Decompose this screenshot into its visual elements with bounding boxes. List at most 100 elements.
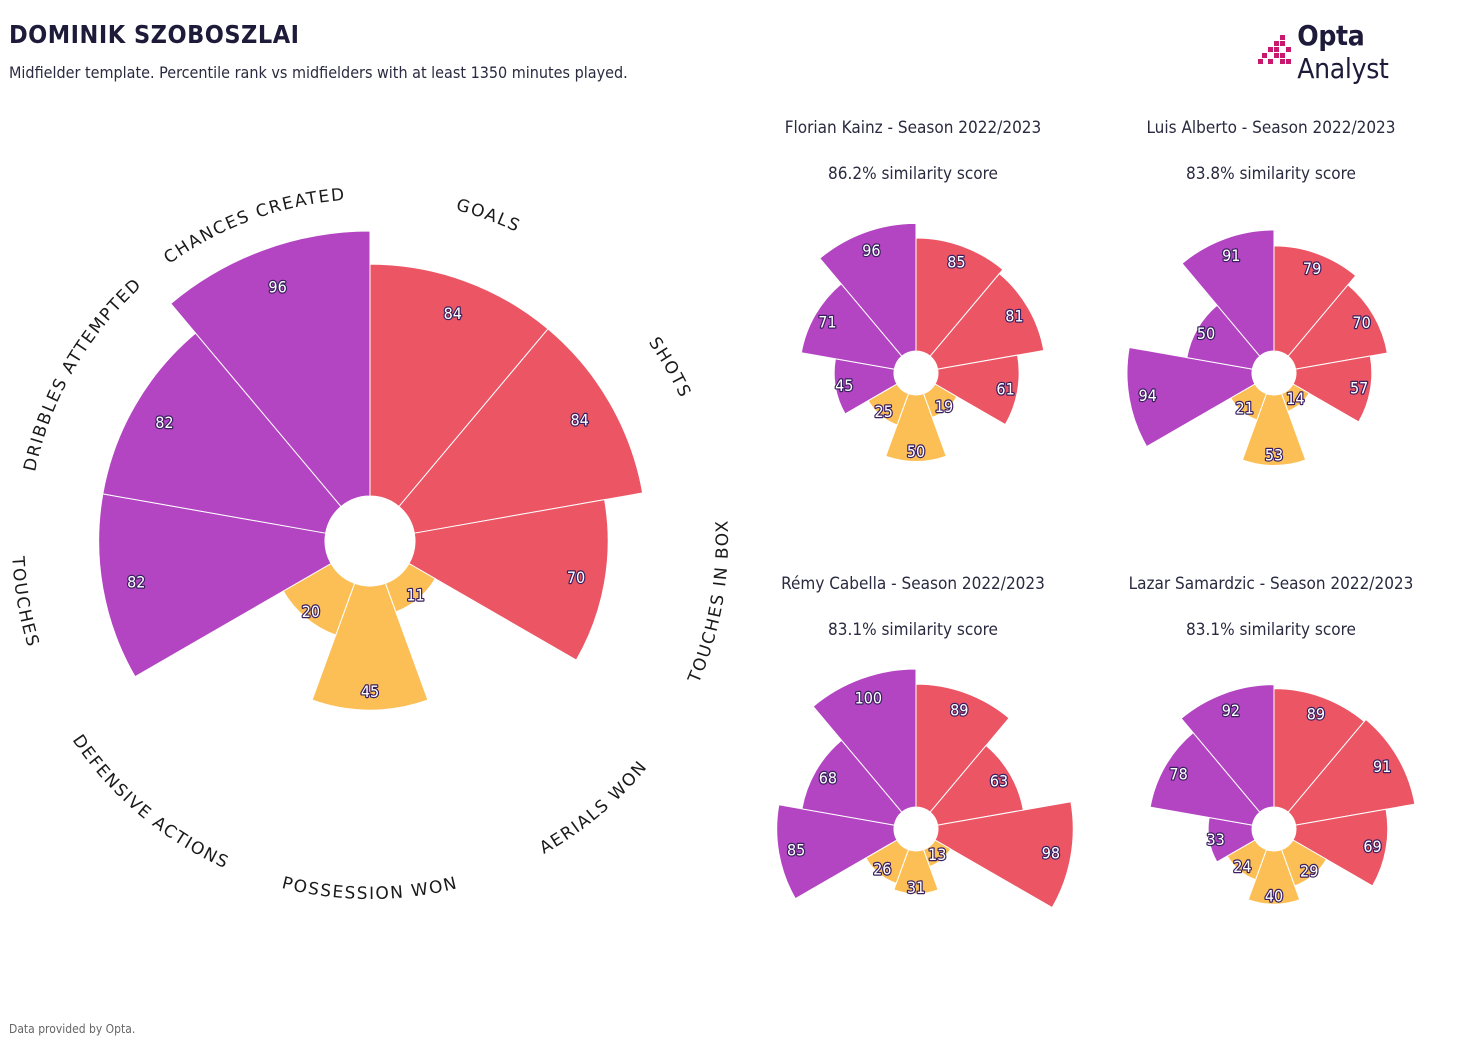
logo-wordmark: Opta Analyst <box>1297 19 1460 85</box>
bar-defensive-actions <box>865 839 910 885</box>
bar-dribbles-attempted <box>801 739 903 826</box>
page-title: DOMINIK SZOBOSZLAI <box>9 20 300 49</box>
bar-defensive-actions <box>1226 839 1268 881</box>
bar-touches-in-box <box>934 354 1020 426</box>
value-label: 96 <box>268 278 286 297</box>
value-label: 85 <box>787 841 805 860</box>
category-label-aerials-won: AERIALS WON <box>536 757 652 859</box>
similarity-score: 86.2% similarity score <box>828 164 998 184</box>
value-label: 81 <box>1005 307 1023 326</box>
value-label: 70 <box>1352 313 1370 332</box>
logo-brand-light: Analyst <box>1297 52 1389 85</box>
bar-possession-won <box>1241 393 1307 466</box>
bar-defensive-actions <box>867 383 910 426</box>
bar-chances-created <box>170 230 371 508</box>
similarity-score: 83.1% similarity score <box>828 620 998 640</box>
bar-goals <box>1273 688 1365 813</box>
value-label: 29 <box>1300 861 1318 880</box>
value-label: 57 <box>1350 379 1368 398</box>
bar-touches-in-box <box>934 801 1074 909</box>
bar-possession-won <box>885 393 947 462</box>
value-label: 45 <box>835 376 853 395</box>
bar-touches <box>98 493 332 678</box>
bar-goals <box>1273 245 1357 357</box>
bar-dribbles-attempted <box>1149 731 1261 826</box>
bar-possession-won <box>311 582 429 711</box>
value-label: 84 <box>570 410 588 429</box>
value-label: 53 <box>1265 445 1283 464</box>
bar-shots <box>398 328 644 534</box>
bar-shots <box>929 272 1045 370</box>
bar-shots <box>929 744 1024 826</box>
bar-shots <box>1287 284 1388 370</box>
bar-shots <box>1287 718 1416 826</box>
value-label: 63 <box>990 772 1008 791</box>
bar-goals <box>915 237 1004 357</box>
value-label: 24 <box>1233 857 1251 876</box>
page-subtitle: Midfielder template. Percentile rank vs … <box>9 63 628 82</box>
similarity-score: 83.1% similarity score <box>1186 620 1356 640</box>
comparison-player-title: Rémy Cabella - Season 2022/2023 <box>781 574 1045 594</box>
bar-dribbles-attempted <box>102 332 342 534</box>
value-label: 89 <box>1307 704 1325 723</box>
bar-goals <box>369 263 549 508</box>
value-label: 85 <box>947 253 965 272</box>
bar-touches <box>833 358 898 415</box>
bar-goals <box>915 683 1010 813</box>
category-label-possession-won: POSSESSION WON <box>280 873 460 904</box>
value-label: 25 <box>875 402 893 421</box>
polar-chart-0: 84 84 70 11 45 20 82 82 96 <box>98 230 644 711</box>
category-label-touches-in-box: TOUCHES IN BOX <box>684 519 733 687</box>
polar-chart-2: 79 70 57 14 53 21 94 50 91 <box>1126 229 1388 466</box>
value-label: 84 <box>444 304 462 323</box>
value-label: 20 <box>302 602 320 621</box>
logo-brand-bold: Opta <box>1297 19 1365 52</box>
bar-defensive-actions <box>282 562 356 636</box>
value-label: 71 <box>818 312 836 331</box>
value-label: 19 <box>935 397 953 416</box>
bar-chances-created <box>819 222 917 357</box>
value-label: 89 <box>950 701 968 720</box>
value-label: 31 <box>907 878 925 897</box>
bar-chances-created <box>1180 684 1275 813</box>
category-label-shots: SHOTS <box>644 334 695 402</box>
value-label: 82 <box>127 573 145 592</box>
value-label: 82 <box>155 413 173 432</box>
value-label: 14 <box>1286 389 1304 408</box>
value-label: 50 <box>1197 324 1215 343</box>
bar-touches-in-box <box>408 499 609 661</box>
bar-touches <box>1207 816 1256 863</box>
value-label: 50 <box>907 442 925 461</box>
bar-dribbles-attempted <box>1186 304 1261 370</box>
bar-chances-created <box>812 668 917 813</box>
comparison-player-title: Luis Alberto - Season 2022/2023 <box>1146 118 1395 138</box>
value-label: 94 <box>1139 386 1157 405</box>
bar-touches-in-box <box>1292 808 1389 887</box>
value-label: 69 <box>1363 837 1381 856</box>
value-label: 79 <box>1303 259 1321 278</box>
bar-touches <box>776 804 898 900</box>
bar-touches <box>1126 346 1256 448</box>
bar-chances-created <box>1181 229 1275 357</box>
value-label: 91 <box>1373 757 1391 776</box>
bar-touches-in-box <box>1292 355 1373 423</box>
category-label-goals: GOALS <box>454 195 524 237</box>
value-label: 68 <box>819 769 837 788</box>
value-label: 13 <box>928 845 946 864</box>
opta-logo-icon <box>1258 35 1293 69</box>
value-label: 11 <box>406 586 424 605</box>
value-label: 91 <box>1222 246 1240 265</box>
similarity-score: 83.8% similarity score <box>1186 164 1356 184</box>
value-label: 98 <box>1042 843 1060 862</box>
value-label: 40 <box>1265 887 1283 906</box>
polar-chart-4: 89 91 69 29 40 24 33 78 92 <box>1149 684 1416 907</box>
value-label: 92 <box>1222 701 1240 720</box>
value-label: 21 <box>1235 399 1253 418</box>
data-source-note: Data provided by Opta. <box>9 1022 136 1036</box>
bar-aerials-won <box>1280 839 1328 887</box>
value-label: 61 <box>996 379 1014 398</box>
value-label: 100 <box>855 689 882 708</box>
value-label: 26 <box>873 860 891 879</box>
